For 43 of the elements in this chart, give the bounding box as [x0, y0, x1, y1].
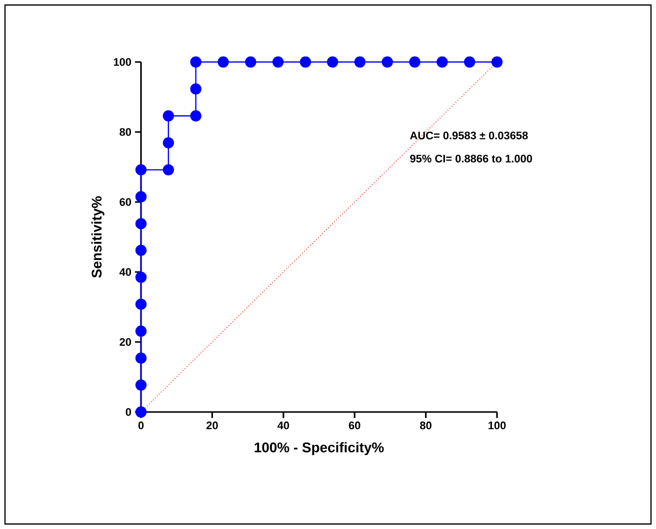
y-tick-label: 80 — [120, 128, 132, 136]
point — [300, 56, 312, 68]
annotation: AUC= 0.9583 ± 0.03658 — [410, 132, 528, 140]
point — [272, 56, 284, 68]
x-tick-label: 80 — [420, 422, 432, 430]
point — [245, 56, 256, 68]
x-tick-label: 0 — [138, 422, 144, 430]
point — [135, 379, 147, 391]
point — [436, 56, 448, 68]
point — [135, 352, 147, 364]
y-axis-title: Sensitivity% — [91, 196, 104, 278]
annotation: 95% CI= 0.8866 to 1.000 — [410, 154, 532, 162]
point — [382, 56, 393, 68]
point — [218, 56, 229, 68]
point — [162, 137, 174, 148]
y-tick-label: 20 — [120, 338, 132, 346]
x-axis-title: 100% - Specificity% — [254, 442, 384, 456]
point — [135, 164, 147, 176]
point — [190, 83, 202, 95]
y-tick-label: 0 — [126, 408, 132, 416]
point — [162, 110, 174, 122]
y-tick-label: 100 — [114, 58, 132, 66]
y-tick-label: 40 — [119, 268, 132, 276]
point — [409, 56, 420, 68]
point — [464, 56, 476, 68]
point — [135, 244, 147, 256]
point — [135, 298, 147, 310]
x-tick-label: 20 — [206, 422, 218, 430]
x-tick-label: 100 — [488, 422, 506, 430]
point — [190, 110, 202, 122]
point — [190, 56, 202, 68]
point — [135, 218, 147, 230]
x-tick-label: 40 — [277, 422, 290, 430]
point — [162, 164, 174, 176]
point — [491, 56, 503, 68]
y-tick-label: 60 — [120, 198, 132, 206]
point — [135, 406, 147, 418]
point — [135, 326, 147, 337]
point — [135, 191, 147, 202]
point — [354, 56, 366, 68]
point — [326, 56, 338, 68]
point — [135, 272, 147, 283]
x-tick-label: 60 — [348, 422, 360, 430]
